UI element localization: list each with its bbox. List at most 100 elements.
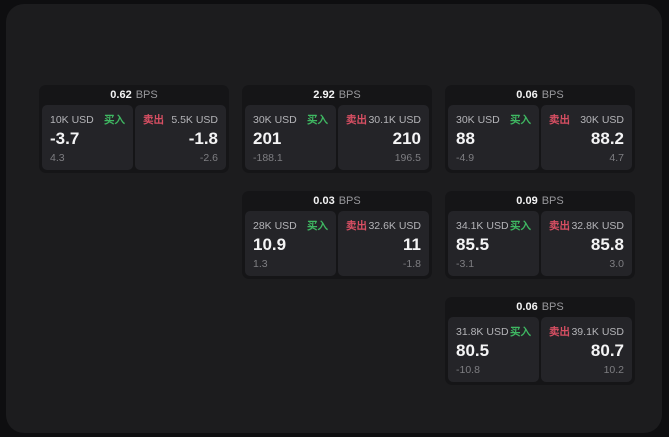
sell-tile-header: 卖出 32.6K USD <box>346 218 421 233</box>
buy-side-label: 买入 <box>307 114 328 126</box>
buy-tile[interactable]: 28K USD 买入 10.9 1.3 <box>245 211 336 276</box>
sell-tile[interactable]: 卖出 5.5K USD -1.8 -2.6 <box>135 105 226 170</box>
sell-tile[interactable]: 卖出 39.1K USD 80.7 10.2 <box>541 317 632 382</box>
buy-delta: 1.3 <box>253 258 268 270</box>
sell-price: -1.8 <box>188 129 218 149</box>
buy-amount: 31.8K USD <box>456 326 509 338</box>
spread-value: 0.62 <box>110 89 132 101</box>
spread-value: 0.03 <box>313 195 335 207</box>
buy-tile[interactable]: 10K USD 买入 -3.7 4.3 <box>42 105 133 170</box>
sell-price: 80.7 <box>590 341 624 361</box>
sell-tile[interactable]: 卖出 30.1K USD 210 196.5 <box>338 105 429 170</box>
spread-value: 0.06 <box>516 89 538 101</box>
quotes-panel: 0.62 BPS 10K USD 买入 -3.7 4.3 卖出 5.5K USD … <box>6 4 662 433</box>
spread-header: 0.03 BPS <box>245 191 429 211</box>
buy-tile-header: 30K USD 买入 <box>456 112 531 127</box>
quote-card: 0.06 BPS 30K USD 买入 88 -4.9 卖出 30K USD 88… <box>445 85 635 173</box>
sell-side-label: 卖出 <box>143 114 164 126</box>
buy-side-label: 买入 <box>307 220 328 232</box>
sell-side-label: 卖出 <box>549 114 570 126</box>
buy-tile[interactable]: 30K USD 买入 88 -4.9 <box>448 105 539 170</box>
sell-tile-header: 卖出 5.5K USD <box>143 112 218 127</box>
buy-delta: -3.1 <box>456 258 475 270</box>
buy-amount: 30K USD <box>253 114 297 126</box>
buy-price: 80.5 <box>456 341 490 361</box>
sell-price: 210 <box>392 129 421 149</box>
sell-delta: -1.8 <box>402 258 421 270</box>
buy-tile-header: 28K USD 买入 <box>253 218 328 233</box>
spread-value: 2.92 <box>313 89 335 101</box>
spread-header: 0.62 BPS <box>42 85 226 105</box>
sell-amount: 32.6K USD <box>368 220 421 232</box>
spread-unit: BPS <box>338 89 361 101</box>
sell-delta: -2.6 <box>199 152 218 164</box>
sell-delta: 3.0 <box>609 258 624 270</box>
sell-delta: 10.2 <box>603 364 624 376</box>
buy-amount: 10K USD <box>50 114 94 126</box>
sell-tile[interactable]: 卖出 32.6K USD 11 -1.8 <box>338 211 429 276</box>
quote-body: 34.1K USD 买入 85.5 -3.1 卖出 32.8K USD 85.8… <box>448 211 632 276</box>
buy-tile-header: 31.8K USD 买入 <box>456 324 531 339</box>
sell-amount: 30K USD <box>580 114 624 126</box>
buy-amount: 28K USD <box>253 220 297 232</box>
sell-price: 11 <box>403 235 421 255</box>
buy-tile-header: 10K USD 买入 <box>50 112 125 127</box>
spread-header: 2.92 BPS <box>245 85 429 105</box>
spread-header: 0.06 BPS <box>448 297 632 317</box>
sell-tile[interactable]: 卖出 32.8K USD 85.8 3.0 <box>541 211 632 276</box>
sell-tile-header: 卖出 39.1K USD <box>549 324 624 339</box>
buy-delta: -4.9 <box>456 152 475 164</box>
buy-delta: -10.8 <box>456 364 480 376</box>
sell-tile-header: 卖出 30.1K USD <box>346 112 421 127</box>
quote-body: 10K USD 买入 -3.7 4.3 卖出 5.5K USD -1.8 -2.… <box>42 105 226 170</box>
sell-price: 88.2 <box>590 129 624 149</box>
sell-amount: 39.1K USD <box>571 326 624 338</box>
buy-delta: -188.1 <box>253 152 283 164</box>
quote-card: 0.62 BPS 10K USD 买入 -3.7 4.3 卖出 5.5K USD … <box>39 85 229 173</box>
sell-side-label: 卖出 <box>549 220 570 232</box>
buy-tile[interactable]: 34.1K USD 买入 85.5 -3.1 <box>448 211 539 276</box>
spread-header: 0.09 BPS <box>448 191 632 211</box>
quote-card: 0.09 BPS 34.1K USD 买入 85.5 -3.1 卖出 32.8K … <box>445 191 635 279</box>
sell-amount: 30.1K USD <box>368 114 421 126</box>
spread-unit: BPS <box>338 195 361 207</box>
spread-unit: BPS <box>541 301 564 313</box>
spread-unit: BPS <box>135 89 158 101</box>
buy-price: 10.9 <box>253 235 287 255</box>
quote-body: 31.8K USD 买入 80.5 -10.8 卖出 39.1K USD 80.… <box>448 317 632 382</box>
spread-header: 0.06 BPS <box>448 85 632 105</box>
sell-amount: 32.8K USD <box>571 220 624 232</box>
buy-delta: 4.3 <box>50 152 65 164</box>
buy-side-label: 买入 <box>104 114 125 126</box>
buy-tile-header: 34.1K USD 买入 <box>456 218 531 233</box>
quote-card: 0.06 BPS 31.8K USD 买入 80.5 -10.8 卖出 39.1K… <box>445 297 635 385</box>
sell-price: 85.8 <box>590 235 624 255</box>
buy-price: 85.5 <box>456 235 490 255</box>
quote-body: 30K USD 买入 88 -4.9 卖出 30K USD 88.2 4.7 <box>448 105 632 170</box>
sell-delta: 4.7 <box>609 152 624 164</box>
sell-side-label: 卖出 <box>346 114 367 126</box>
sell-tile-header: 卖出 32.8K USD <box>549 218 624 233</box>
buy-tile[interactable]: 31.8K USD 买入 80.5 -10.8 <box>448 317 539 382</box>
buy-amount: 30K USD <box>456 114 500 126</box>
quote-grid: 0.62 BPS 10K USD 买入 -3.7 4.3 卖出 5.5K USD … <box>39 85 635 385</box>
buy-tile-header: 30K USD 买入 <box>253 112 328 127</box>
buy-side-label: 买入 <box>510 114 531 126</box>
spread-unit: BPS <box>541 89 564 101</box>
buy-tile[interactable]: 30K USD 买入 201 -188.1 <box>245 105 336 170</box>
sell-side-label: 卖出 <box>346 220 367 232</box>
buy-price: -3.7 <box>50 129 80 149</box>
sell-tile[interactable]: 卖出 30K USD 88.2 4.7 <box>541 105 632 170</box>
spread-value: 0.06 <box>516 301 538 313</box>
quote-card: 0.03 BPS 28K USD 买入 10.9 1.3 卖出 32.6K USD… <box>242 191 432 279</box>
quote-body: 28K USD 买入 10.9 1.3 卖出 32.6K USD 11 -1.8 <box>245 211 429 276</box>
buy-side-label: 买入 <box>510 326 531 338</box>
sell-tile-header: 卖出 30K USD <box>549 112 624 127</box>
sell-side-label: 卖出 <box>549 326 570 338</box>
quote-body: 30K USD 买入 201 -188.1 卖出 30.1K USD 210 1… <box>245 105 429 170</box>
buy-price: 88 <box>456 129 475 149</box>
buy-price: 201 <box>253 129 282 149</box>
sell-amount: 5.5K USD <box>171 114 218 126</box>
buy-amount: 34.1K USD <box>456 220 509 232</box>
spread-unit: BPS <box>541 195 564 207</box>
